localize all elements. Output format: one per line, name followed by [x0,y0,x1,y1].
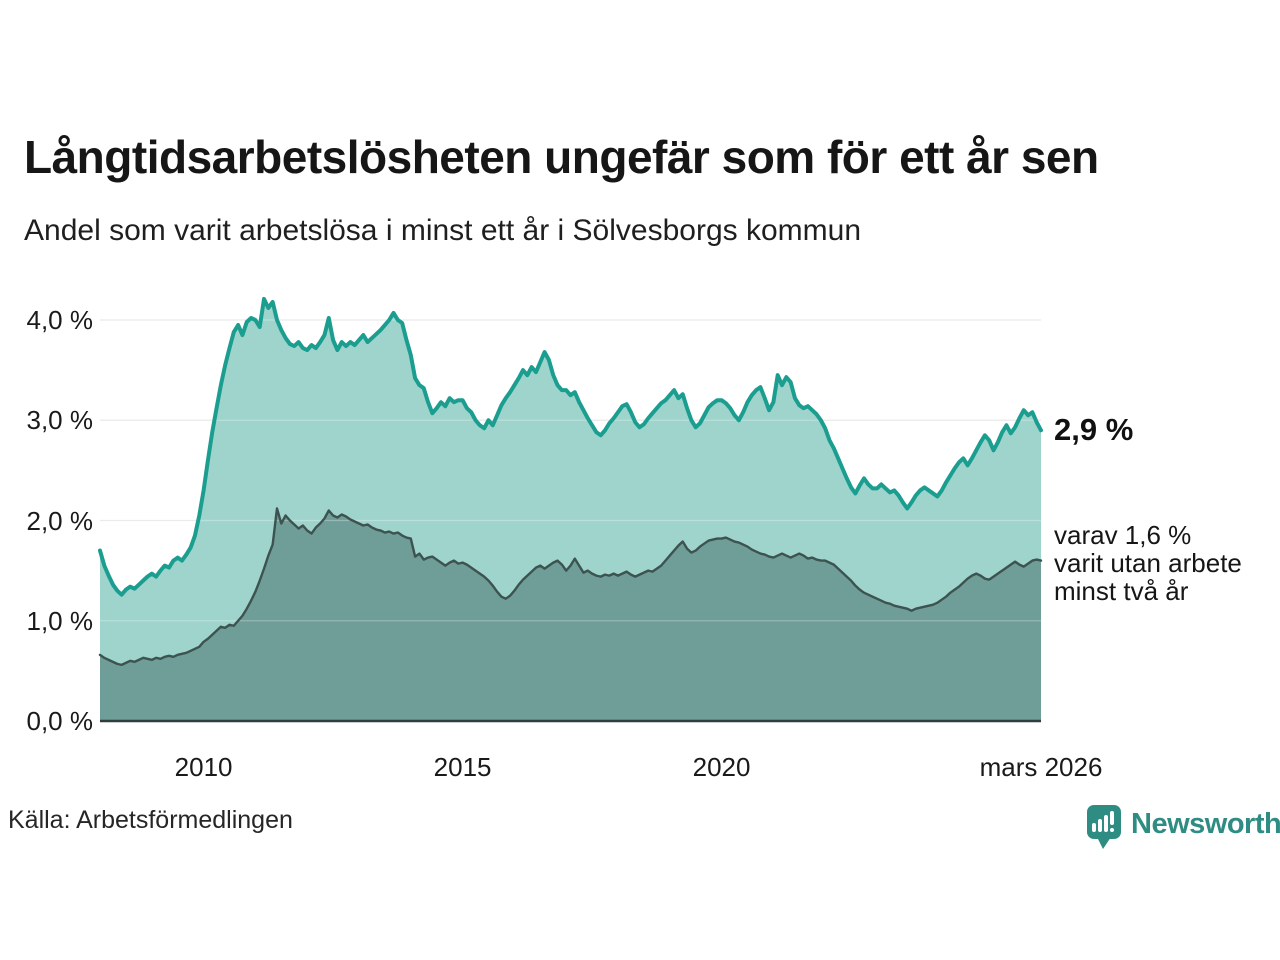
secondary-annotation: varav 1,6 % varit utan arbete minst två … [1054,521,1242,605]
newsworthy-icon [1087,805,1121,849]
x-tick-label: mars 2026 [979,752,1103,782]
latest-value-label: 2,9 % [1054,412,1134,447]
newsworthy-wordmark: Newsworthy [1131,808,1280,840]
source-note: Källa: Arbetsförmedlingen [8,806,293,834]
chart-subtitle: Andel som varit arbetslösa i minst ett å… [24,214,861,247]
y-tick-label: 2,0 % [26,505,94,536]
newsworthy-logo: Newsworthy [1086,804,1280,850]
x-tick-label: 2010 [174,752,233,782]
y-tick-label: 3,0 % [26,405,94,436]
x-tick-label: 2020 [692,752,751,782]
secondary-annotation-line: varav 1,6 % [1054,520,1192,550]
line-min-two-years [98,507,1043,667]
y-tick-label: 1,0 % [26,605,94,636]
y-tick-label: 0,0 % [26,706,94,736]
secondary-annotation-line: varit utan arbete [1054,548,1242,578]
y-tick-label: 4,0 % [26,305,94,335]
line-min-one-year [98,296,1043,597]
chart-title: Långtidsarbetslösheten ungefär som för e… [24,131,1099,183]
x-tick-label: 2015 [433,752,492,782]
area-min-two-years [100,508,1041,721]
secondary-annotation-line: minst två år [1054,576,1189,606]
